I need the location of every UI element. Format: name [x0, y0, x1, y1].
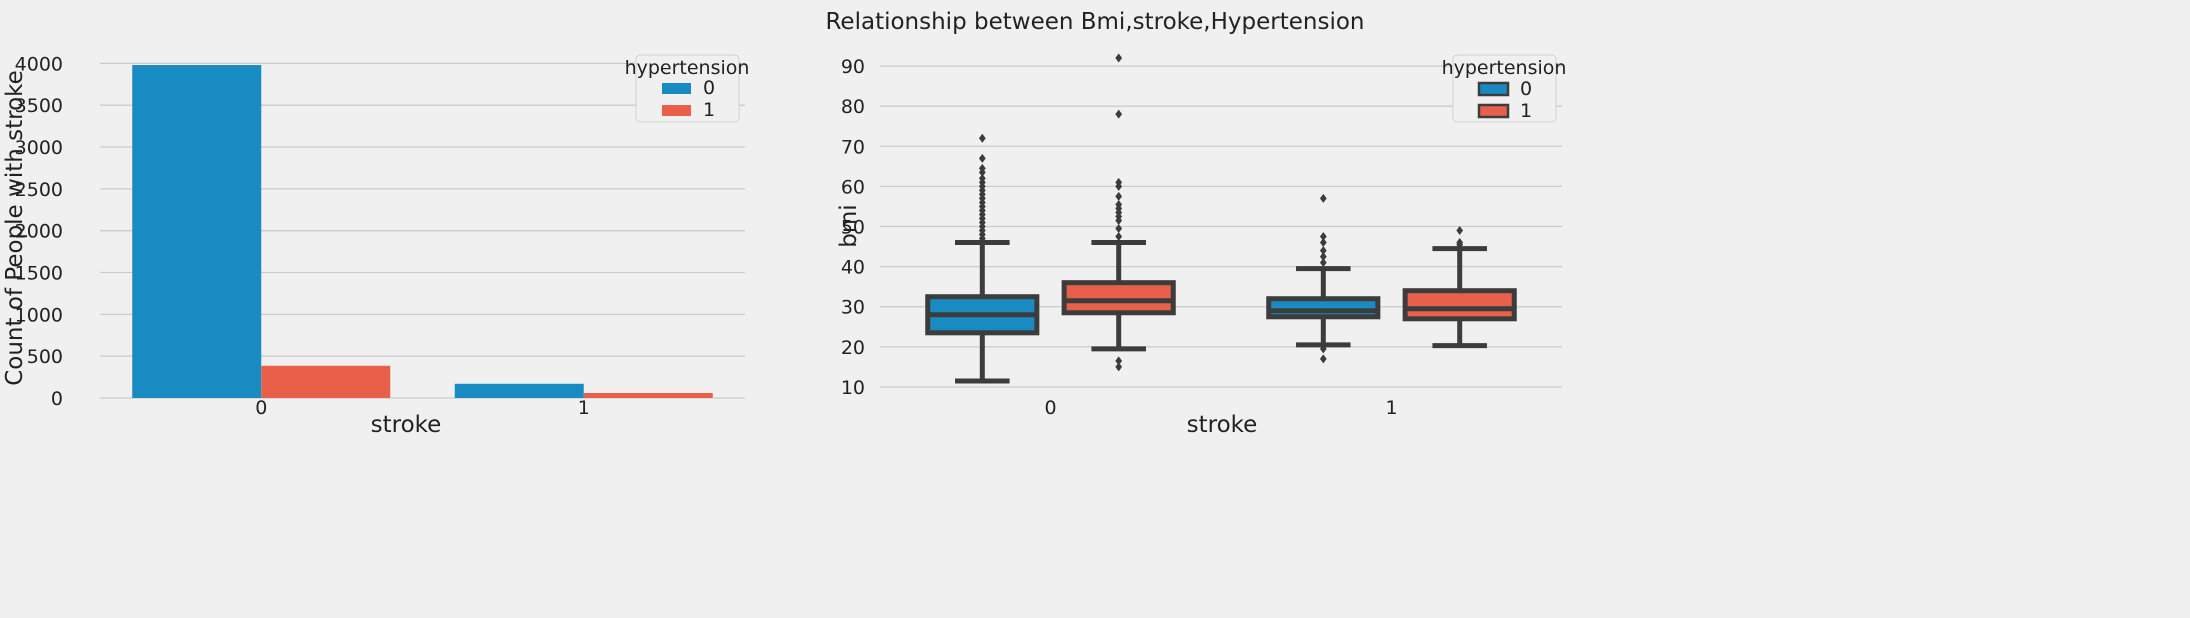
legend-swatch — [1477, 81, 1510, 97]
y-tick-label: 3500 — [15, 95, 63, 117]
outlier-point — [1319, 232, 1327, 242]
y-tick-label: 1500 — [15, 263, 63, 285]
outlier-point — [1319, 238, 1327, 248]
iqr-box — [1402, 288, 1517, 322]
y-axis-label: Count of People with stroke — [2, 70, 28, 386]
y-tick-label: 500 — [27, 346, 63, 368]
legend-label: 0 — [703, 77, 715, 99]
x-tick-label: 1 — [578, 397, 590, 419]
outlier-point — [1456, 226, 1464, 236]
iqr-box — [1266, 296, 1381, 320]
legend-label: 0 — [1520, 78, 1532, 100]
legend-label: 1 — [1520, 100, 1532, 122]
outlier-point — [1115, 191, 1123, 201]
x-axis-label: stroke — [371, 412, 442, 438]
y-tick-label: 3000 — [15, 137, 63, 159]
y-tick-label: 2500 — [15, 179, 63, 201]
outlier-point — [978, 153, 986, 163]
outlier-point — [1115, 362, 1123, 372]
legend-title: hypertension — [625, 57, 750, 79]
legend-swatch — [1477, 103, 1510, 119]
y-tick-label: 1000 — [15, 304, 63, 326]
bar — [454, 383, 584, 398]
bar — [583, 392, 713, 398]
outlier-point — [1115, 177, 1123, 187]
box-element — [1266, 193, 1381, 364]
y-tick-label: 30 — [841, 297, 865, 319]
outlier-point — [1319, 258, 1327, 268]
legend-title: hypertension — [1442, 57, 1567, 79]
y-tick-label: 40 — [841, 257, 865, 279]
box-element — [925, 133, 1040, 384]
figure-title: Relationship between Bmi,stroke,Hyperten… — [825, 9, 1364, 35]
outlier-point — [1319, 246, 1327, 256]
x-tick-label: 0 — [1044, 397, 1056, 419]
legend-swatch — [662, 105, 691, 116]
y-tick-label: 0 — [51, 388, 63, 410]
outlier-point — [1319, 344, 1327, 354]
y-tick-label: 90 — [841, 56, 865, 78]
y-tick-label: 20 — [841, 337, 865, 359]
x-axis-label: stroke — [1187, 412, 1258, 438]
bar — [261, 365, 391, 398]
y-tick-label: 80 — [841, 96, 865, 118]
y-tick-label: 50 — [841, 217, 865, 239]
outlier-point — [1115, 109, 1123, 119]
legend-swatch — [662, 83, 691, 94]
outlier-point — [1115, 53, 1123, 63]
outlier-point — [1115, 199, 1123, 209]
bar — [132, 65, 262, 398]
box-element — [1402, 226, 1517, 349]
outlier-point — [978, 173, 986, 183]
y-tick-label: 60 — [841, 176, 865, 198]
y-tick-label: 4000 — [15, 53, 63, 75]
outlier-point — [978, 163, 986, 173]
x-tick-label: 0 — [255, 397, 267, 419]
y-axis-label: bmi — [836, 204, 862, 247]
outlier-point — [1115, 356, 1123, 366]
y-tick-label: 10 — [841, 377, 865, 399]
box-element — [1061, 53, 1176, 372]
outlier-point — [1115, 232, 1123, 242]
y-tick-label: 2000 — [15, 221, 63, 243]
outlier-point — [1319, 354, 1327, 364]
x-tick-label: 1 — [1385, 397, 1397, 419]
outlier-point — [1456, 238, 1464, 248]
outlier-point — [1115, 224, 1123, 234]
y-tick-label: 70 — [841, 136, 865, 158]
outlier-point — [1319, 193, 1327, 203]
legend-label: 1 — [703, 99, 715, 121]
outlier-point — [978, 133, 986, 143]
iqr-box — [1061, 280, 1176, 316]
outlier-point — [1319, 252, 1327, 262]
